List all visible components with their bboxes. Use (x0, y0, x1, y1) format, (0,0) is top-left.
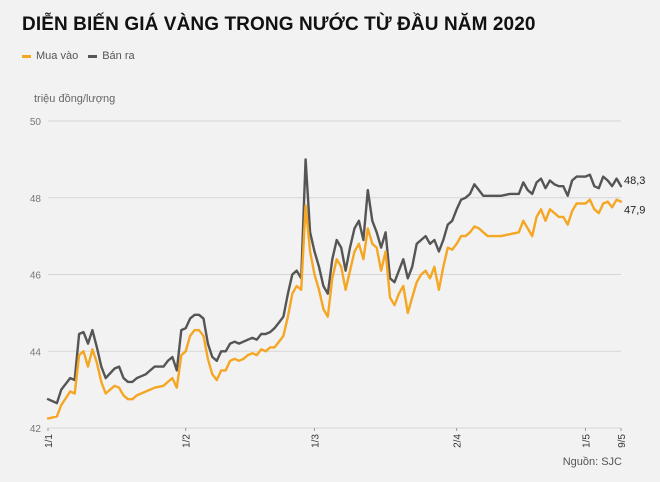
legend: Mua vào Bán ra (22, 50, 135, 62)
y-tick-label: 50 (30, 117, 42, 128)
x-tick-label: 1/3 (311, 434, 322, 448)
end-label-buy: 47,9 (624, 205, 645, 217)
legend-label-buy: Mua vào (36, 50, 79, 62)
y-axis-label: triệu đồng/lượng (34, 93, 116, 105)
series-line-sell (46, 158, 623, 405)
series-line-buy (46, 198, 623, 420)
legend-item-sell: Bán ra (88, 50, 135, 62)
legend-item-buy: Mua vào (22, 50, 78, 62)
x-tick-label: 2/4 (453, 434, 464, 448)
y-tick-label: 42 (30, 424, 42, 435)
x-tick-label: 1/1 (44, 434, 55, 448)
y-tick-label: 46 (30, 271, 42, 282)
legend-label-sell: Bán ra (102, 50, 135, 62)
x-tick-label: 1/2 (182, 434, 193, 448)
x-tick-label: 9/5 (617, 434, 628, 448)
source-credit: Nguồn: SJC (562, 456, 622, 468)
y-tick-label: 48 (30, 194, 42, 205)
legend-swatch-buy (22, 54, 31, 58)
chart-title: DIỄN BIẾN GIÁ VÀNG TRONG NƯỚC TỪ ĐẦU NĂM… (22, 14, 536, 35)
y-tick-label: 44 (30, 347, 42, 358)
legend-swatch-sell (88, 54, 98, 58)
end-label-sell: 48,3 (624, 175, 645, 187)
x-tick-label: 1/5 (581, 434, 592, 448)
